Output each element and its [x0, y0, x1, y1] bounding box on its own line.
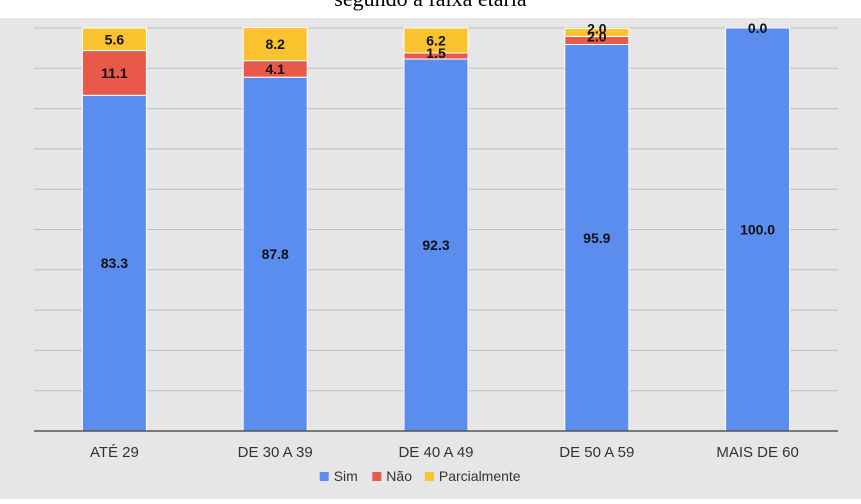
- legend-label: Não: [386, 468, 412, 484]
- bar-segment-sim: [725, 27, 791, 432]
- bar-segment-sim: [403, 58, 469, 432]
- bar-segment-sim: [81, 94, 147, 432]
- data-label: 6.2: [426, 32, 446, 48]
- x-tick-label: MAIS DE 60: [716, 444, 799, 461]
- data-label: 1.5: [426, 45, 446, 61]
- data-label: 95.9: [583, 230, 610, 246]
- data-label: 4.1: [265, 61, 285, 77]
- bar-segment-parcialmente: [242, 27, 308, 62]
- x-tick-labels: ATÉ 29 DE 30 A 39 DE 40 A 49 DE 50 A 59 MAIS…: [90, 444, 799, 461]
- data-labels: 83.3 11.1 5.6 87.8 4.1 8.2 92.3 1.56.2 95.9 2.02.…: [101, 20, 776, 271]
- data-label: 87.8: [262, 246, 289, 262]
- data-label: 0.0: [748, 20, 768, 36]
- data-label: 8.2: [265, 36, 285, 52]
- x-tick-label: DE 30 A 39: [238, 444, 313, 461]
- data-label: 2.0: [587, 28, 607, 44]
- x-tick-label: ATÉ 29: [90, 444, 139, 461]
- data-label: 83.3: [101, 255, 128, 271]
- legend-swatch-parcialmente: [424, 472, 434, 481]
- bar-segment-não: [81, 50, 147, 96]
- bar-segment-parcialmente: [403, 27, 469, 54]
- data-label: 11.1: [101, 65, 128, 81]
- legend-label: Sim: [334, 468, 358, 484]
- bar-segment-sim: [242, 76, 308, 432]
- x-tick-label: DE 40 A 49: [398, 444, 473, 461]
- bar-segment-parcialmente: [564, 27, 630, 37]
- bars: [81, 27, 791, 432]
- legend: Sim Não Parcialmente: [319, 468, 521, 484]
- bar-segment-parcialmente: [81, 27, 147, 52]
- legend-swatch-sim: [319, 472, 329, 481]
- legend-swatch-não: [372, 472, 382, 481]
- data-label: 92.3: [422, 237, 449, 253]
- data-label: 5.6: [105, 31, 125, 47]
- chart-title-area: segundo a faixa etária: [0, 0, 861, 18]
- legend-label: Parcialmente: [439, 468, 521, 484]
- x-tick-label: DE 50 A 59: [559, 444, 634, 461]
- bar-segment-sim: [564, 44, 630, 432]
- data-label: 100.0: [740, 222, 775, 238]
- data-label: 2.0: [587, 20, 607, 36]
- chart-title: segundo a faixa etária: [0, 0, 861, 12]
